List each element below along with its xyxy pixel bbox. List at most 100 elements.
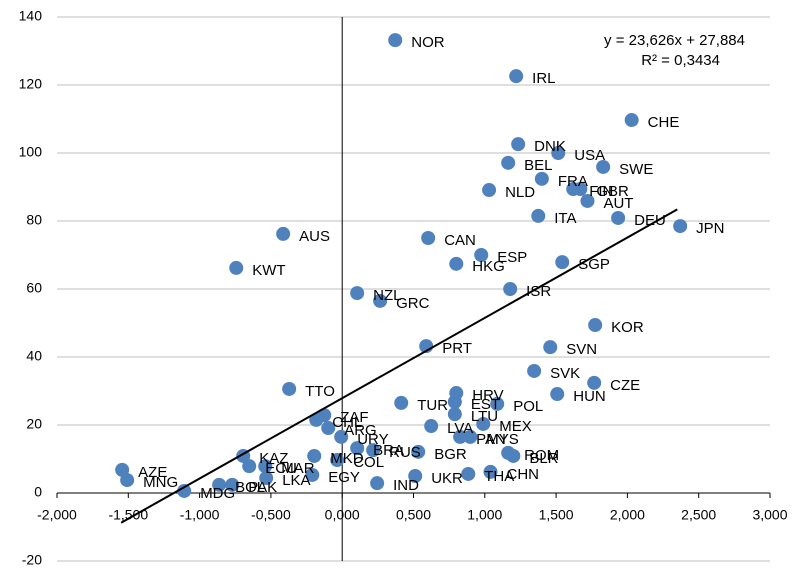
point-label: MYS	[486, 431, 519, 448]
point-label: BOL	[235, 479, 265, 496]
point	[225, 477, 240, 492]
y-tick-label: 80	[26, 212, 42, 228]
point-label: NLD	[505, 184, 535, 201]
point-label: MAR	[281, 460, 315, 477]
point	[474, 248, 489, 262]
point-label: TUR	[417, 397, 448, 414]
point-label: AZE	[138, 464, 167, 481]
x-tick-label: -1,500	[108, 507, 148, 523]
x-tick-label: 2,000	[610, 507, 645, 523]
point-label: CHN	[507, 466, 540, 483]
point	[673, 219, 688, 234]
point-label: CHE	[648, 114, 680, 131]
point	[476, 416, 491, 431]
point	[483, 464, 498, 479]
point	[453, 429, 468, 444]
r-squared: R² = 0,3434	[641, 52, 720, 69]
point	[503, 282, 518, 296]
point-label: LTU	[471, 408, 498, 425]
point	[394, 395, 409, 410]
point	[587, 375, 602, 390]
point-label: SGP	[578, 256, 610, 273]
point-label: ECU	[265, 460, 297, 477]
point	[309, 412, 324, 427]
point-label: POL	[513, 398, 543, 415]
x-tick-label: -1,000	[180, 507, 220, 523]
point-label: NZL	[373, 287, 401, 304]
point	[388, 33, 403, 48]
point	[330, 453, 345, 468]
point	[350, 441, 365, 456]
point-label: CAN	[444, 232, 476, 249]
point-label: SVN	[566, 341, 597, 358]
point-label: SVK	[550, 365, 580, 382]
x-tick-label: 3,000	[752, 507, 787, 523]
point	[531, 208, 546, 223]
y-tick-label: 20	[26, 416, 42, 432]
point	[511, 137, 526, 152]
trend-equation: y = 23,626x + 27,884	[604, 32, 745, 49]
point-label: PAK	[248, 479, 277, 496]
point-label: CZE	[610, 377, 640, 394]
point	[527, 363, 542, 378]
point	[534, 171, 549, 186]
point	[580, 193, 595, 208]
point	[596, 159, 611, 174]
point-label: FRA	[558, 173, 588, 190]
point-label: LVA	[447, 420, 473, 437]
point-label: ESP	[497, 249, 527, 266]
point	[307, 448, 322, 463]
point	[447, 407, 462, 422]
point-label: URY	[357, 431, 388, 448]
point-label: KWT	[252, 262, 285, 279]
point	[550, 387, 565, 402]
point	[482, 183, 497, 198]
point	[373, 293, 388, 308]
point	[447, 394, 462, 409]
point	[490, 396, 505, 411]
point-label: UKR	[431, 470, 463, 487]
point-label: COL	[353, 454, 384, 471]
point	[408, 469, 423, 483]
point	[543, 340, 558, 355]
point	[588, 318, 603, 333]
point-label: NOR	[411, 34, 445, 51]
point-label: MKD	[330, 450, 364, 467]
point-label: RUS	[389, 444, 421, 461]
x-tick-label: 1,000	[467, 507, 502, 523]
point-label: IRL	[532, 70, 555, 87]
point	[242, 459, 257, 474]
point-label: HUN	[573, 388, 606, 405]
point	[305, 467, 320, 482]
point	[229, 260, 244, 275]
point	[276, 226, 291, 241]
point	[449, 256, 464, 271]
point-label: LKA	[282, 472, 310, 489]
point	[421, 231, 436, 245]
point-label: CHL	[332, 414, 362, 431]
y-tick-label: 60	[26, 280, 42, 296]
y-tick-label: 40	[26, 348, 42, 364]
point-label: AUT	[603, 195, 633, 212]
point	[461, 466, 476, 481]
point	[370, 476, 385, 491]
point-label: HRV	[472, 387, 503, 404]
point-label: DEU	[634, 212, 666, 229]
point-label: JPN	[696, 220, 724, 237]
trendline	[120, 208, 678, 524]
point	[624, 113, 639, 128]
y-tick-label: 140	[19, 8, 43, 24]
point	[334, 429, 349, 444]
point	[212, 477, 227, 492]
point-label: BEL	[524, 157, 552, 174]
point-label: HKG	[472, 258, 505, 275]
point-label: ITA	[554, 210, 576, 227]
point-label: BGR	[434, 446, 467, 463]
point	[177, 483, 192, 498]
point	[321, 421, 336, 436]
point-label: PAN	[476, 431, 506, 448]
point-label: TTO	[305, 383, 335, 400]
point	[350, 286, 365, 301]
point	[555, 255, 570, 270]
